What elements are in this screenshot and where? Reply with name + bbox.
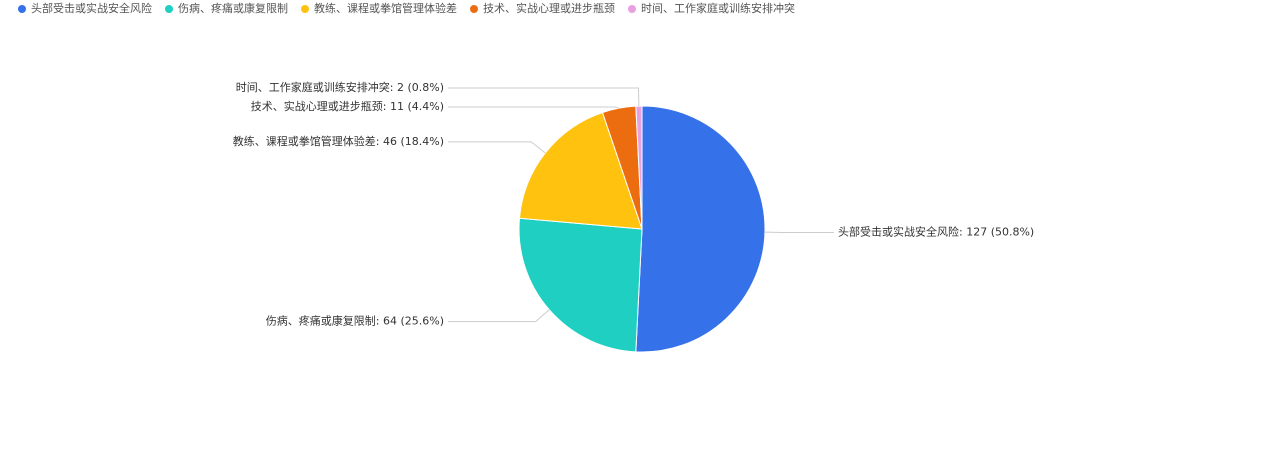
legend-label: 时间、工作家庭或训练安排冲突: [641, 1, 795, 15]
data-label: 技术、实战心理或进步瓶颈: 11 (4.4%): [251, 99, 444, 113]
data-label: 时间、工作家庭或训练安排冲突: 2 (0.8%): [236, 80, 444, 94]
leader-line: [448, 309, 550, 323]
legend-label: 头部受击或实战安全风险: [31, 1, 152, 15]
legend-label: 伤病、疼痛或康复限制: [178, 1, 288, 15]
legend-label: 技术、实战心理或进步瓶颈: [483, 1, 615, 15]
legend-label: 教练、课程或拳馆管理体验差: [314, 1, 457, 15]
leader-line: [448, 106, 620, 109]
legend-marker: [165, 5, 173, 13]
data-label: 教练、课程或拳馆管理体验差: 46 (18.4%): [233, 134, 444, 148]
data-label: 头部受击或实战安全风险: 127 (50.8%): [838, 225, 1034, 239]
legend-marker: [470, 5, 478, 13]
pie-slice: [518, 217, 643, 353]
leader-line: [448, 141, 546, 154]
legend-marker: [628, 5, 636, 13]
leader-line: [448, 87, 640, 107]
pie-slice: [518, 111, 643, 230]
legend-marker: [301, 5, 309, 13]
data-label: 伤病、疼痛或康复限制: 64 (25.6%): [266, 314, 444, 328]
pie-slice: [635, 105, 766, 353]
legend-marker: [18, 5, 26, 13]
